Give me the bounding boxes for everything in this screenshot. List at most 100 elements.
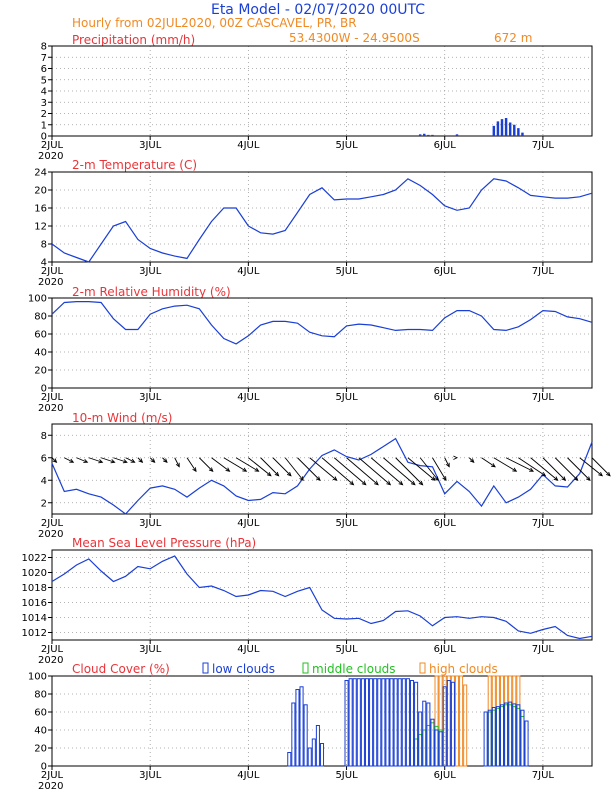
precip-xtick-label: 7JUL: [532, 140, 555, 151]
wind-arrow-head: [598, 471, 604, 477]
wind-arrow-head: [469, 458, 475, 463]
wind-arrow: [370, 457, 403, 486]
temp-ytick-label: 4: [41, 258, 47, 269]
low-cloud-bar: [430, 718, 435, 767]
wind-arrow-head: [225, 467, 231, 472]
high-cloud-bar: [459, 675, 464, 767]
low-cloud-bar: [414, 681, 419, 767]
low-cloud-bar: [450, 681, 455, 767]
wind-arrow-head: [573, 476, 579, 481]
rh-xtick-label: 6JUL: [434, 392, 457, 403]
low-cloud-bar: [409, 680, 415, 767]
cloud-title: Cloud Cover (%): [72, 662, 170, 676]
low-cloud-bar: [405, 678, 410, 767]
temp-ytick-label: 12: [34, 222, 47, 233]
mslp-frame: [51, 549, 593, 641]
wind-arrow: [272, 457, 292, 477]
rh-series-line: [51, 301, 593, 345]
wind-arrow-head: [299, 476, 304, 482]
wind-arrow: [505, 457, 534, 472]
mslp-xtick-label: 5JUL: [335, 644, 358, 655]
low-cloud-bar: [311, 738, 316, 767]
low-cloud-bar: [487, 709, 492, 767]
precip-xtick-label: 6JUL: [434, 140, 457, 151]
wind-arrow-head: [386, 480, 392, 486]
wind-frame: [51, 423, 593, 515]
wind-arrow: [248, 457, 272, 477]
low-cloud-bar: [499, 704, 505, 767]
low-cloud-bar: [516, 704, 521, 767]
cloud-ytick-label: 100: [28, 672, 47, 683]
temp-panel: 4 8 12 16 20 24 2JUL 3JUL 4JUL 5JUL 6JUL 7JUL 2020: [34, 168, 593, 288]
precip-ytick-label: 2: [41, 109, 47, 120]
rh-ytick-label: 60: [34, 330, 47, 341]
legend-low-label: low clouds: [212, 662, 275, 676]
wind-arrow: [481, 457, 496, 468]
wind-xtick-label: 6JUL: [434, 518, 457, 529]
low-cloud-bar: [426, 702, 431, 767]
wind-arrow: [407, 457, 436, 481]
wind-arrow-head: [208, 467, 214, 472]
temp-xtick-label: 4JUL: [237, 266, 260, 277]
wind-arrow: [530, 457, 558, 481]
wind-arrow: [235, 457, 259, 472]
cloud-xtick-label: 5JUL: [335, 770, 358, 781]
wind-arrow-head: [175, 462, 180, 468]
wind-arrow-head: [541, 472, 547, 477]
low-cloud-bar: [512, 703, 517, 767]
wind-arrow-head: [274, 471, 280, 477]
wind-arrow-head: [410, 480, 416, 486]
low-cloud-bar: [422, 700, 427, 767]
cloud-xtick-label: 4JUL: [237, 770, 260, 781]
low-cloud-bar: [373, 678, 378, 767]
wind-arrow-head: [434, 476, 439, 482]
wind-arrow: [419, 457, 439, 481]
wind-arrow-head: [349, 480, 355, 486]
low-cloud-bar: [287, 752, 292, 767]
wind-arrow: [100, 457, 115, 463]
station-elevation: 672 m: [494, 31, 532, 45]
low-cloud-bar: [389, 678, 394, 767]
low-cloud-bar: [348, 678, 353, 767]
wind-year-label: 2020: [38, 529, 63, 540]
wind-arrow-head: [163, 458, 168, 463]
precip-bar: [517, 128, 520, 136]
wind-ytick-label: 4: [41, 476, 47, 487]
precip-xtick-label: 4JUL: [237, 140, 260, 151]
wind-arrow: [198, 457, 214, 472]
low-cloud-bar: [377, 678, 382, 767]
wind-ytick-label: 8: [41, 431, 47, 442]
temp-title: 2-m Temperature (C): [72, 158, 197, 172]
wind-arrow-head: [553, 476, 559, 481]
precip-ytick-label: 6: [41, 64, 47, 75]
low-cloud-bar: [520, 709, 525, 767]
mslp-xtick-label: 2JUL: [41, 644, 64, 655]
low-cloud-bar: [360, 678, 365, 767]
wind-title: 10-m Wind (m/s): [72, 411, 172, 425]
legend-middle-swatch: [302, 662, 309, 674]
wind-arrow-head: [150, 458, 156, 463]
wind-arrow-head: [69, 458, 75, 463]
wind-arrow: [321, 457, 354, 486]
mslp-xtick-label: 6JUL: [434, 644, 457, 655]
rh-ytick-label: 80: [34, 312, 47, 323]
low-cloud-bar: [299, 686, 304, 767]
wind-arrow: [223, 457, 247, 472]
low-cloud-bar: [356, 678, 361, 767]
cloud-frame: [51, 675, 593, 767]
precip-bar: [500, 119, 504, 136]
precip-ytick-label: 1: [41, 120, 47, 131]
cloud-xtick-label: 7JUL: [532, 770, 555, 781]
low-cloud-bar: [364, 678, 370, 767]
wind-arrow: [518, 457, 546, 477]
wind-arrow-head: [98, 459, 104, 464]
wind-arrow: [493, 457, 517, 472]
mslp-title: Mean Sea Level Pressure (hPa): [72, 536, 256, 550]
low-cloud-bar: [303, 704, 308, 767]
legend-high-swatch: [419, 662, 426, 674]
rh-xtick-label: 2JUL: [41, 392, 64, 403]
rh-xtick-label: 7JUL: [532, 392, 555, 403]
low-cloud-bar: [344, 680, 349, 767]
wind-xtick-label: 3JUL: [139, 518, 162, 529]
